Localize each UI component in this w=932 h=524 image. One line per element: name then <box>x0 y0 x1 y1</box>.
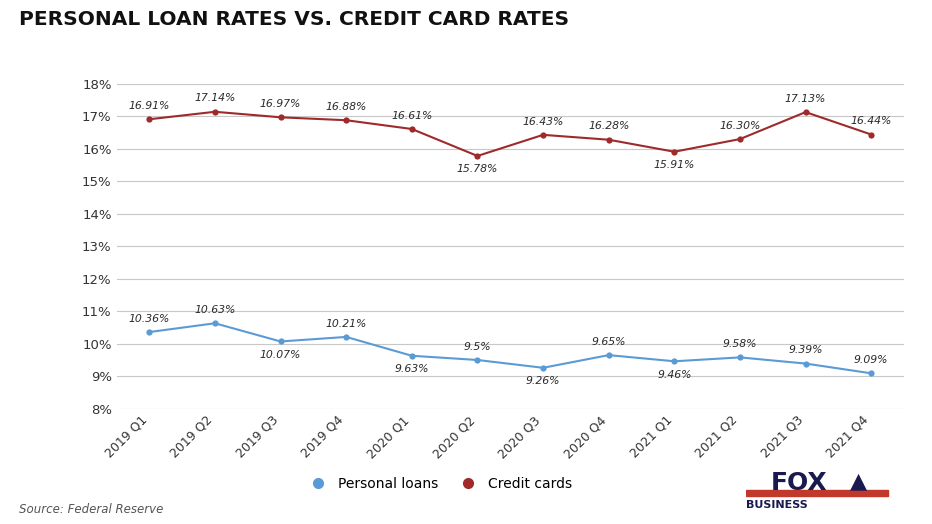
Text: 16.91%: 16.91% <box>129 101 170 111</box>
Text: 9.26%: 9.26% <box>526 376 560 386</box>
Text: Source: Federal Reserve: Source: Federal Reserve <box>19 503 163 516</box>
Text: 9.65%: 9.65% <box>592 337 626 347</box>
Text: 10.07%: 10.07% <box>260 350 301 360</box>
Text: 16.97%: 16.97% <box>260 99 301 109</box>
Text: 16.88%: 16.88% <box>325 102 367 112</box>
Text: 16.28%: 16.28% <box>588 122 629 132</box>
Text: 15.78%: 15.78% <box>457 165 498 174</box>
Text: 16.44%: 16.44% <box>851 116 892 126</box>
Legend: Personal loans, Credit cards: Personal loans, Credit cards <box>298 471 578 496</box>
Text: 10.63%: 10.63% <box>194 305 236 315</box>
Text: 9.5%: 9.5% <box>463 342 491 352</box>
Text: 16.43%: 16.43% <box>523 116 564 126</box>
Text: PERSONAL LOAN RATES VS. CREDIT CARD RATES: PERSONAL LOAN RATES VS. CREDIT CARD RATE… <box>19 10 569 29</box>
Text: FOX: FOX <box>771 471 828 495</box>
Text: 9.46%: 9.46% <box>657 369 692 379</box>
Text: 10.36%: 10.36% <box>129 314 170 324</box>
Text: 16.61%: 16.61% <box>391 111 432 121</box>
Text: 17.14%: 17.14% <box>194 93 236 103</box>
Text: 17.13%: 17.13% <box>785 94 827 104</box>
Text: 16.30%: 16.30% <box>720 121 761 130</box>
Text: 9.09%: 9.09% <box>854 355 888 365</box>
Text: 9.39%: 9.39% <box>788 345 823 355</box>
Bar <box>746 490 888 496</box>
Text: 10.21%: 10.21% <box>325 319 367 329</box>
Text: ▲: ▲ <box>850 471 867 491</box>
Text: 15.91%: 15.91% <box>653 160 695 170</box>
Text: 9.63%: 9.63% <box>394 364 429 374</box>
Text: 9.58%: 9.58% <box>722 339 757 349</box>
Text: BUSINESS: BUSINESS <box>746 500 807 510</box>
